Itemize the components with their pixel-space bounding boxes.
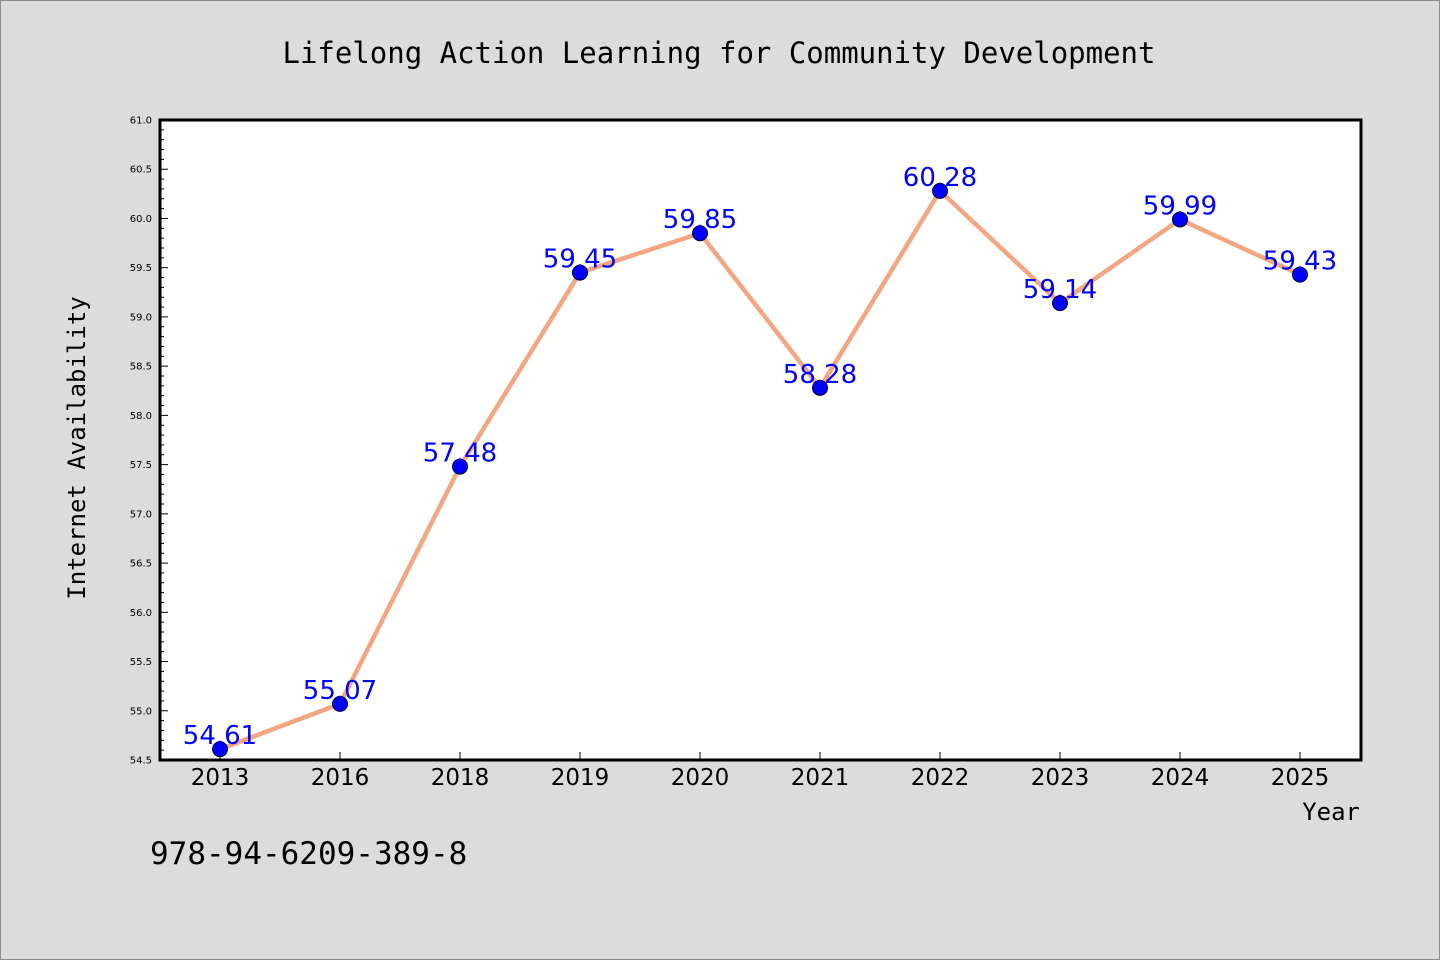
x-tick-label: 2025 [1271, 765, 1330, 791]
y-tick-label: 56.5 [130, 559, 152, 570]
y-tick-label: 60.0 [130, 214, 152, 225]
x-tick-label: 2024 [1151, 765, 1210, 791]
series-line [217, 188, 1303, 752]
y-tick-label: 56.0 [130, 608, 152, 619]
x-tick-label: 2023 [1031, 765, 1090, 791]
y-tick-label: 59.5 [130, 263, 152, 274]
x-tick-label: 2016 [311, 765, 370, 791]
x-tick-label: 2019 [551, 765, 610, 791]
data-point [812, 379, 828, 396]
x-tick-label: 2020 [671, 765, 730, 791]
y-axis-label: Internet Availability [63, 296, 91, 599]
data-label: 59.45 [543, 245, 617, 275]
x-axis-label: Year [1302, 798, 1360, 826]
y-tick-label: 55.0 [130, 706, 152, 717]
data-label: 58.28 [783, 360, 857, 390]
x-tick-label: 2018 [431, 765, 490, 791]
x-tick-label: 2021 [791, 765, 850, 791]
x-tick-label: 2022 [911, 765, 970, 791]
data-label: 60.28 [903, 163, 977, 193]
data-point [1172, 211, 1188, 228]
y-tick-label: 57.0 [130, 509, 152, 520]
data-label: 59.43 [1263, 247, 1337, 277]
y-tick-label: 61.0 [130, 116, 152, 127]
data-label: 59.14 [1023, 275, 1097, 305]
data-point [452, 458, 468, 475]
y-tick-label: 55.5 [130, 657, 152, 668]
data-label: 59.85 [663, 205, 737, 235]
y-tick-label: 58.5 [130, 362, 152, 373]
data-point [932, 182, 948, 199]
data-label: 55.07 [303, 676, 377, 706]
y-tick-label: 60.5 [130, 165, 152, 176]
y-tick-label: 54.5 [130, 756, 152, 767]
y-tick-label: 57.5 [130, 460, 152, 471]
isbn-text: 978-94-6209-389-8 [150, 836, 467, 872]
data-point [572, 264, 588, 281]
data-point [1292, 266, 1308, 283]
data-point [692, 225, 708, 242]
series: 54.61 55.07 57.48 59.45 59.85 58.28 60.28 59.14… [183, 163, 1337, 758]
data-point [1052, 295, 1068, 312]
plot-area [158, 118, 1363, 762]
x-tick-label: 2013 [191, 765, 250, 791]
data-point [212, 741, 228, 758]
x-axis: 2013 2016 2018 2019 2020 2021 2022 2023 2024 2025 [191, 752, 1330, 791]
y-tick-label: 58.0 [130, 411, 152, 422]
chart-title: Lifelong Action Learning for Community D… [283, 36, 1156, 70]
data-label: 57.48 [423, 439, 497, 469]
y-axis: 54.5 55.0 55.5 56.0 56.5 57.0 57.5 58.0 58.5 59.0… [130, 116, 168, 767]
data-label: 54.61 [183, 721, 257, 751]
data-label: 59.99 [1143, 191, 1217, 221]
data-point [332, 695, 348, 712]
y-tick-label: 59.0 [130, 312, 152, 323]
